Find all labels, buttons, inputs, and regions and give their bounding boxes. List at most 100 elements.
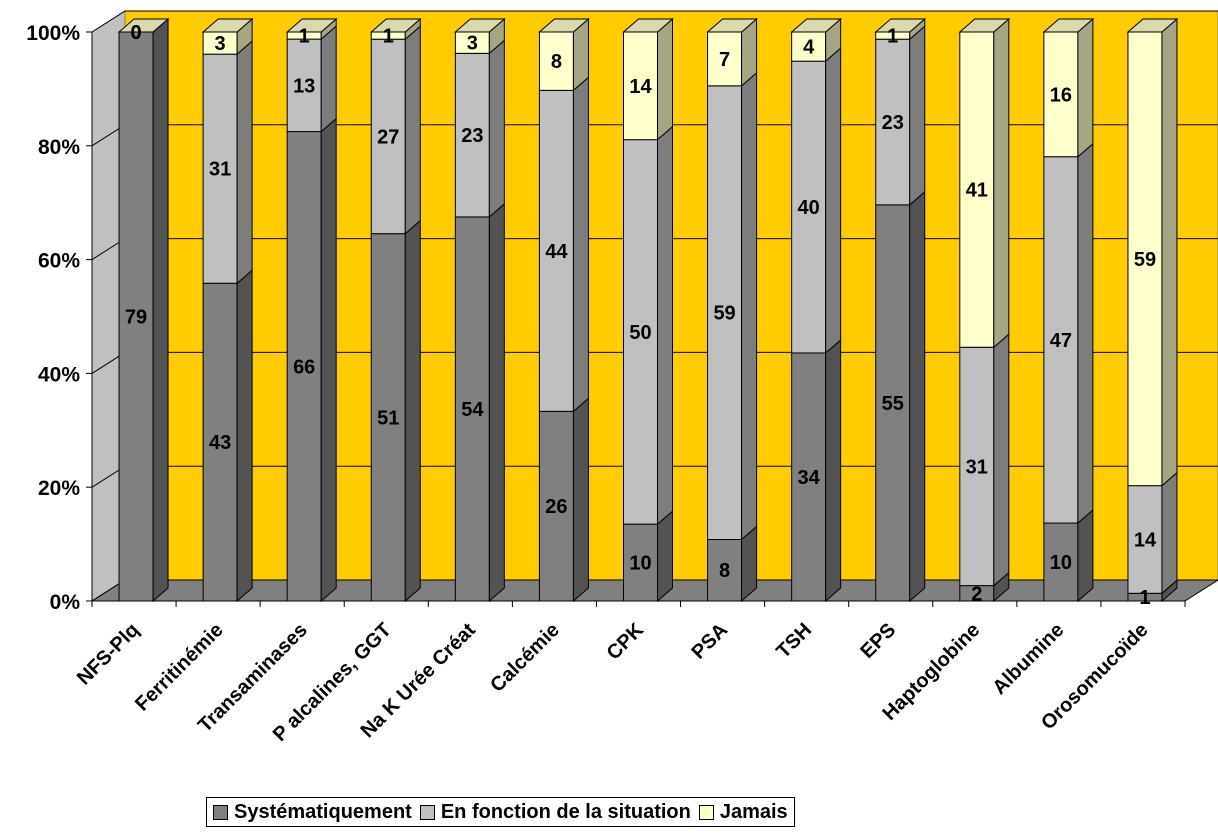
x-category-label: PSA <box>687 619 732 664</box>
data-label: 1 <box>1139 587 1150 609</box>
bar-segment <box>370 38 406 235</box>
bar-top <box>706 18 758 33</box>
bar-side <box>909 190 926 603</box>
bar-side <box>320 25 337 133</box>
x-category-label: TSH <box>772 619 816 663</box>
bar-segment <box>707 538 743 602</box>
data-label: 27 <box>377 126 399 148</box>
data-label: 66 <box>293 356 315 378</box>
data-label: 4 <box>803 37 815 59</box>
bar-side <box>657 17 673 141</box>
bar-side <box>993 17 1010 349</box>
data-label: 23 <box>882 112 904 134</box>
bar-segment <box>202 53 238 284</box>
data-label: 1 <box>383 26 394 48</box>
data-label: 31 <box>209 159 231 181</box>
x-category-label: EPS <box>856 619 900 663</box>
bar-side <box>1077 142 1094 525</box>
x-category-label: NFS-Plq <box>73 619 144 690</box>
bar-side <box>741 71 758 541</box>
bar-segment <box>1043 522 1079 602</box>
legend-label: Systématiquement <box>234 800 412 823</box>
legend-label: En fonction de la situation <box>440 800 691 823</box>
bar-top <box>454 18 506 33</box>
legend-swatch <box>698 804 714 820</box>
y-tick-label: 60% <box>38 250 80 273</box>
bar-side <box>825 338 842 603</box>
bar-side <box>404 219 421 603</box>
bar-segment <box>286 38 322 133</box>
bar-segment <box>454 52 490 218</box>
data-label: 14 <box>629 76 652 98</box>
legend: Systématiquement En fonction de la situat… <box>206 797 795 827</box>
legend-swatch <box>213 804 228 820</box>
bar-segment <box>623 31 658 141</box>
bar-side <box>404 25 421 235</box>
data-label: 8 <box>551 51 562 73</box>
data-label: 31 <box>966 456 988 478</box>
bar-side <box>909 25 926 206</box>
bar-top <box>1042 18 1095 33</box>
data-label: 41 <box>966 180 988 202</box>
data-label: 59 <box>713 303 735 325</box>
data-label: 50 <box>629 322 651 344</box>
bar-side <box>1161 471 1178 595</box>
bar-top <box>201 18 254 33</box>
bar-segment <box>623 139 658 525</box>
bar-segment <box>707 85 743 540</box>
bar-side <box>572 397 589 603</box>
data-label: 0 <box>130 22 141 44</box>
bar-segment <box>370 233 406 602</box>
bar-segment <box>538 89 574 412</box>
bar-side <box>572 76 589 413</box>
legend-swatch <box>419 804 435 820</box>
data-label: 47 <box>1050 330 1072 352</box>
bar-side <box>488 202 505 603</box>
data-label: 10 <box>1050 552 1072 574</box>
bar-side <box>236 40 253 285</box>
x-category-label: CPK <box>603 619 649 665</box>
data-label: 7 <box>719 49 730 71</box>
bar-side <box>236 269 253 603</box>
bar-top <box>369 18 422 33</box>
legend-item: Systématiquement <box>213 801 412 824</box>
bar-segment <box>875 204 911 602</box>
y-tick-label: 80% <box>38 136 80 159</box>
data-label: 0 <box>130 22 141 44</box>
y-tick-label: 40% <box>38 363 80 386</box>
data-label: 13 <box>293 75 315 97</box>
bar-segment <box>875 38 911 206</box>
bar-side <box>320 117 337 603</box>
bar-side <box>1161 17 1178 487</box>
bar-segment <box>623 523 658 602</box>
data-label: 79 <box>125 307 147 329</box>
data-label: 10 <box>629 553 651 575</box>
bar-side <box>152 17 169 603</box>
data-label: 40 <box>798 197 820 219</box>
bar-segment <box>1043 31 1079 158</box>
data-label: 55 <box>882 393 904 415</box>
data-label: 1 <box>299 26 310 48</box>
bar-side <box>488 39 505 219</box>
bar-side <box>1077 17 1094 158</box>
bar-top <box>538 18 590 33</box>
legend-item: Jamais <box>698 800 788 824</box>
bar-segment <box>1127 31 1163 487</box>
bar-top <box>1126 18 1179 33</box>
bar-top <box>622 18 674 33</box>
legend-label: Jamais <box>719 800 788 823</box>
data-label: 34 <box>798 467 821 489</box>
data-label: 3 <box>215 33 226 55</box>
data-label: 59 <box>1134 249 1156 271</box>
x-category-label: Albumine <box>988 619 1068 699</box>
bar-segment <box>286 131 322 602</box>
bar-side <box>657 125 673 526</box>
bar-side <box>1077 508 1094 603</box>
data-label: 51 <box>377 407 399 429</box>
data-label: 23 <box>461 125 483 147</box>
bar-side <box>657 510 673 603</box>
bar-top <box>958 18 1011 33</box>
gridline <box>91 10 1218 33</box>
bar-side <box>825 47 842 355</box>
